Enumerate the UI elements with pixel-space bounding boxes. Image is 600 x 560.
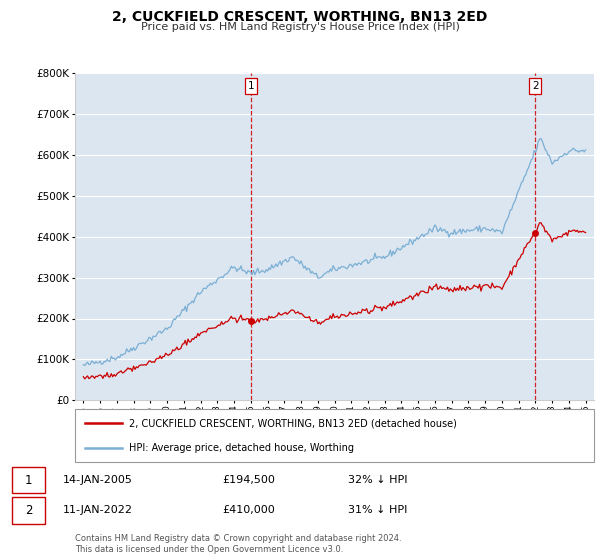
Text: 2: 2: [532, 81, 539, 91]
Text: 11-JAN-2022: 11-JAN-2022: [63, 505, 133, 515]
Text: 31% ↓ HPI: 31% ↓ HPI: [348, 505, 407, 515]
Text: HPI: Average price, detached house, Worthing: HPI: Average price, detached house, Wort…: [130, 442, 355, 452]
Text: 1: 1: [247, 81, 254, 91]
Text: 1: 1: [25, 474, 32, 487]
Text: £194,500: £194,500: [222, 475, 275, 485]
Text: 14-JAN-2005: 14-JAN-2005: [63, 475, 133, 485]
Text: Price paid vs. HM Land Registry's House Price Index (HPI): Price paid vs. HM Land Registry's House …: [140, 22, 460, 32]
Text: 2, CUCKFIELD CRESCENT, WORTHING, BN13 2ED: 2, CUCKFIELD CRESCENT, WORTHING, BN13 2E…: [112, 10, 488, 24]
Text: Contains HM Land Registry data © Crown copyright and database right 2024.
This d: Contains HM Land Registry data © Crown c…: [75, 534, 401, 554]
FancyBboxPatch shape: [12, 467, 45, 493]
Text: 2: 2: [25, 504, 32, 517]
Text: 32% ↓ HPI: 32% ↓ HPI: [348, 475, 407, 485]
Text: £410,000: £410,000: [222, 505, 275, 515]
FancyBboxPatch shape: [12, 497, 45, 524]
FancyBboxPatch shape: [75, 409, 594, 462]
Text: 2, CUCKFIELD CRESCENT, WORTHING, BN13 2ED (detached house): 2, CUCKFIELD CRESCENT, WORTHING, BN13 2E…: [130, 418, 457, 428]
